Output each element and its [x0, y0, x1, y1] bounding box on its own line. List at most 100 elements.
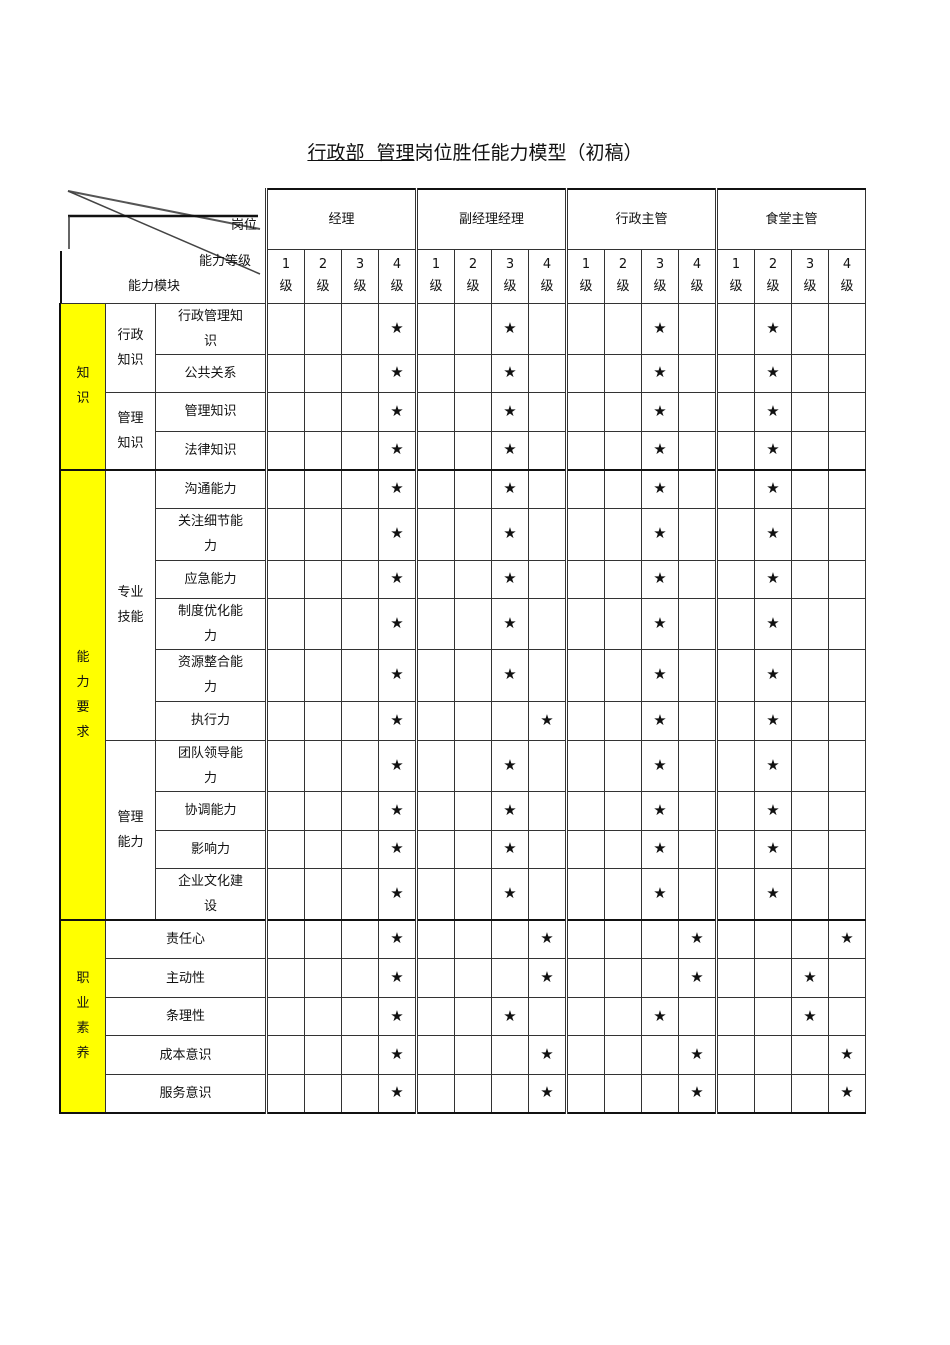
level-cell: [604, 597, 642, 650]
item-cell: 行政管理知识: [155, 302, 267, 355]
level-cell: [604, 790, 642, 831]
level-cell: [791, 1074, 829, 1113]
star-icon: ★: [378, 1035, 417, 1075]
level-cell: [454, 918, 492, 959]
star-icon: ★: [528, 1035, 567, 1075]
level-cell: [454, 559, 492, 599]
star-icon: ★: [491, 790, 529, 831]
level-cell: [454, 430, 492, 471]
level-cell: [265, 469, 305, 509]
level-cell: [715, 353, 755, 393]
level-cell: [304, 790, 342, 831]
competency-table: 岗位 能力等级 能力模块 经理 副经理经理 行政主管 食堂主管 1 级 2 级 3 级 4 级 1 级 2 级 3 级 4…: [59, 188, 866, 1114]
star-icon: ★: [378, 302, 417, 355]
level-cell: [265, 430, 305, 471]
level-cell: [604, 302, 642, 355]
level-cell: [415, 353, 455, 393]
level-cell: [304, 739, 342, 792]
star-icon: ★: [641, 829, 679, 869]
star-icon: ★: [491, 391, 529, 432]
table-row: 协调能力 ★ ★ ★ ★: [60, 790, 866, 831]
level-cell: [678, 469, 717, 509]
level-cell: [565, 739, 605, 792]
level-cell: [791, 353, 829, 393]
level-cell: [454, 648, 492, 702]
item-cell: 影响力: [155, 829, 267, 869]
star-icon: ★: [678, 1074, 717, 1113]
level-cell: [265, 302, 305, 355]
level-cell: [304, 507, 342, 561]
star-icon: ★: [754, 391, 792, 432]
level-cell: [565, 700, 605, 741]
level-cell: [454, 597, 492, 650]
level-cell: [454, 1074, 492, 1113]
level-cell: [828, 867, 866, 920]
level-cell: [565, 648, 605, 702]
level-cell: [565, 867, 605, 920]
table-row: 服务意识 ★ ★ ★ ★: [60, 1074, 866, 1113]
level-cell: [304, 597, 342, 650]
level-cell: [565, 790, 605, 831]
level-cell: [528, 469, 567, 509]
level-cell: [604, 353, 642, 393]
level-cell: [304, 391, 342, 432]
level-cell: [678, 739, 717, 792]
table-row: 法律知识 ★ ★ ★ ★: [60, 430, 866, 471]
level-cell: [341, 958, 379, 998]
level-cell: [265, 829, 305, 869]
level-cell: [715, 790, 755, 831]
level-cell: [491, 918, 529, 959]
level-cell: [341, 700, 379, 741]
level-cell: [304, 867, 342, 920]
level-cell: [791, 829, 829, 869]
level-cell: [828, 507, 866, 561]
item-cell: 管理知识: [155, 391, 267, 432]
item-cell: 企业文化建设: [155, 867, 267, 920]
level-cell: [715, 997, 755, 1036]
star-icon: ★: [791, 997, 829, 1036]
item-cell: 制度优化能力: [155, 597, 267, 650]
item-cell: 资源整合能力: [155, 648, 267, 702]
level-cell: [715, 739, 755, 792]
level-cell: [454, 739, 492, 792]
star-icon: ★: [491, 302, 529, 355]
level-cell: [604, 507, 642, 561]
star-icon: ★: [754, 302, 792, 355]
subcategory-cell: 管理能力: [105, 739, 156, 920]
level-cell: [678, 867, 717, 920]
level-cell: [641, 958, 679, 998]
star-icon: ★: [754, 353, 792, 393]
star-icon: ★: [491, 739, 529, 792]
table-row: 关注细节能力 ★ ★ ★ ★: [60, 507, 866, 561]
level-cell: [415, 997, 455, 1036]
level-cell: [304, 918, 342, 959]
level-cell: [715, 829, 755, 869]
level-cell: [604, 918, 642, 959]
level-cell: [265, 391, 305, 432]
level-cell: [565, 1074, 605, 1113]
table-row: 主动性 ★ ★ ★ ★: [60, 958, 866, 998]
item-cell: 协调能力: [155, 790, 267, 831]
level-cell: [828, 391, 866, 432]
star-icon: ★: [378, 790, 417, 831]
star-icon: ★: [641, 353, 679, 393]
title-main: 岗位胜任能力模型（初稿）: [414, 142, 643, 164]
star-icon: ★: [828, 1035, 866, 1075]
level-cell: [265, 739, 305, 792]
level-cell: [828, 302, 866, 355]
level-cell: [265, 700, 305, 741]
level-cell: [678, 648, 717, 702]
level-cell: [604, 559, 642, 599]
level-cell: [828, 353, 866, 393]
item-cell: 主动性: [105, 958, 267, 998]
table-row: 公共关系 ★ ★ ★ ★: [60, 353, 866, 393]
level-label: 能力等级: [198, 254, 251, 269]
level-cell: [565, 391, 605, 432]
star-icon: ★: [491, 867, 529, 920]
level-cell: [791, 867, 829, 920]
level-cell: [304, 1035, 342, 1075]
level-cell: [454, 507, 492, 561]
star-icon: ★: [378, 997, 417, 1036]
